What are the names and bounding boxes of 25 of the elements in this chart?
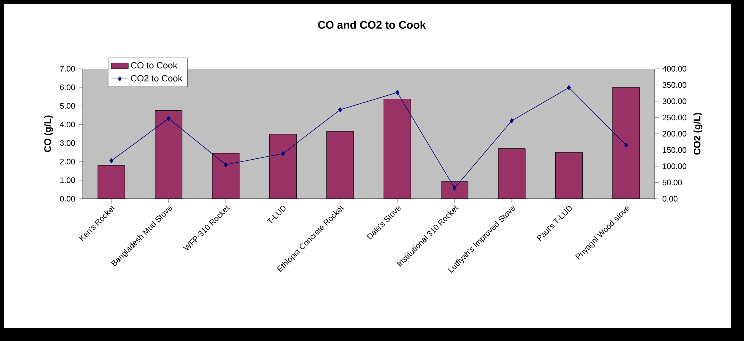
bar xyxy=(441,182,468,199)
point xyxy=(452,186,457,191)
point xyxy=(567,85,572,90)
point xyxy=(224,162,228,168)
bar xyxy=(612,87,640,199)
y-axis-title: CO (g/L) xyxy=(44,116,54,152)
bar xyxy=(498,148,526,199)
point xyxy=(624,142,628,148)
bar xyxy=(98,166,126,199)
bar xyxy=(212,154,240,199)
point xyxy=(110,158,114,164)
point xyxy=(166,116,171,122)
bar xyxy=(326,132,354,199)
point xyxy=(510,118,514,124)
chart-title: CO and CO2 to Cook xyxy=(318,20,426,30)
point xyxy=(396,90,400,96)
point xyxy=(338,107,342,112)
bar xyxy=(155,110,182,199)
point xyxy=(281,151,286,156)
bar xyxy=(270,134,297,199)
bar xyxy=(384,99,412,199)
y2-axis-title: CO2 (g/L) xyxy=(694,113,703,155)
legend-label: CO2 to Cook xyxy=(131,75,183,82)
bar xyxy=(556,152,583,199)
legend-label: CO to Cook xyxy=(131,62,178,69)
